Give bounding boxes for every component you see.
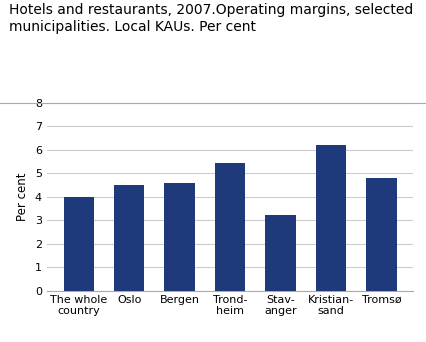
Bar <box>63 197 94 291</box>
Text: Hotels and restaurants, 2007.Operating margins, selected
municipalities. Local K: Hotels and restaurants, 2007.Operating m… <box>9 3 413 34</box>
Bar <box>316 145 346 291</box>
Bar <box>114 185 144 291</box>
Y-axis label: Per cent: Per cent <box>16 172 29 221</box>
Bar <box>164 183 195 291</box>
Bar <box>215 162 245 291</box>
Bar <box>366 178 397 291</box>
Bar <box>265 215 296 291</box>
